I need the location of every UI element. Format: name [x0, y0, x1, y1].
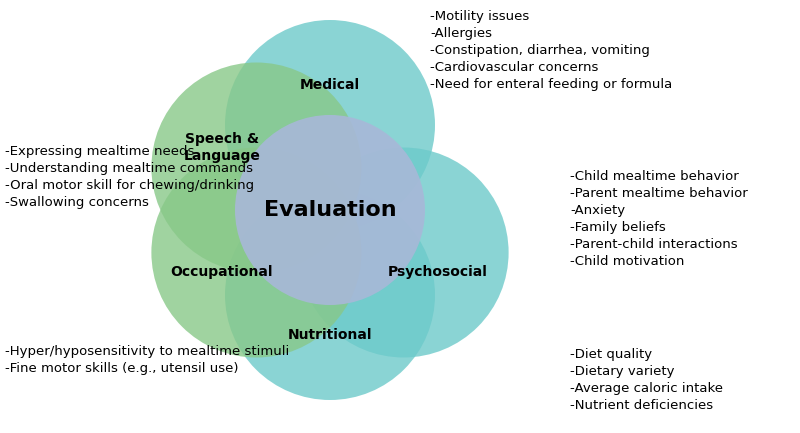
- Text: -Diet quality
-Dietary variety
-Average caloric intake
-Nutrient deficiencies: -Diet quality -Dietary variety -Average …: [570, 348, 723, 412]
- Text: Speech &
Language: Speech & Language: [183, 132, 260, 163]
- Circle shape: [235, 115, 425, 305]
- Text: Medical: Medical: [300, 78, 360, 92]
- Circle shape: [151, 62, 362, 272]
- Circle shape: [298, 148, 509, 358]
- Text: -Motility issues
-Allergies
-Constipation, diarrhea, vomiting
-Cardiovascular co: -Motility issues -Allergies -Constipatio…: [430, 10, 672, 91]
- Text: Evaluation: Evaluation: [264, 200, 396, 220]
- Text: -Child mealtime behavior
-Parent mealtime behavior
-Anxiety
-Family beliefs
-Par: -Child mealtime behavior -Parent mealtim…: [570, 170, 748, 268]
- Text: Occupational: Occupational: [170, 265, 273, 279]
- Text: -Hyper/hyposensitivity to mealtime stimuli
-Fine motor skills (e.g., utensil use: -Hyper/hyposensitivity to mealtime stimu…: [5, 345, 290, 375]
- Text: -Expressing mealtime needs
-Understanding mealtime commands
-Oral motor skill fo: -Expressing mealtime needs -Understandin…: [5, 145, 254, 209]
- Circle shape: [151, 148, 362, 358]
- Text: Nutritional: Nutritional: [288, 328, 372, 342]
- Circle shape: [225, 190, 435, 400]
- Circle shape: [225, 20, 435, 230]
- Text: Psychosocial: Psychosocial: [388, 265, 488, 279]
